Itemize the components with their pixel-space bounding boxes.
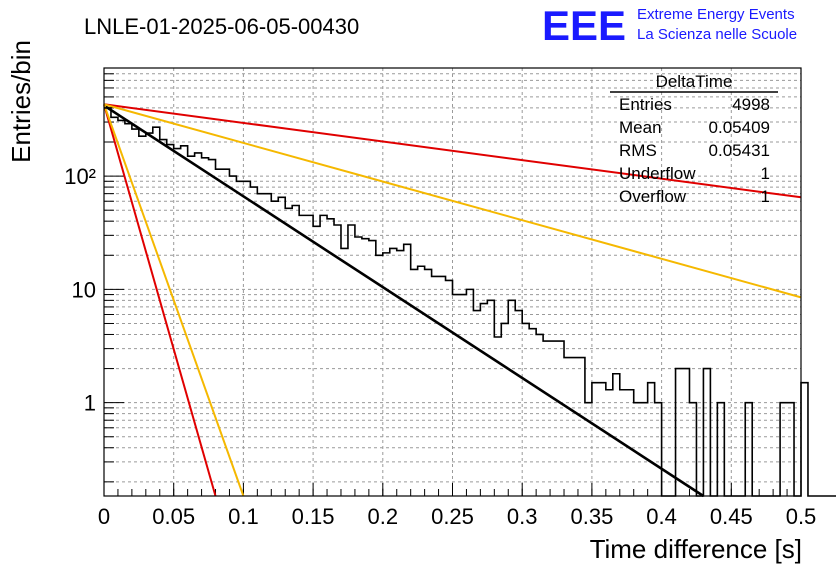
stats-label: Overflow	[619, 187, 687, 206]
logo-mark: EEE	[542, 2, 626, 49]
y-tick-label: 10	[72, 277, 96, 302]
logo-line-2: La Scienza nelle Scuole	[637, 26, 797, 43]
x-tick-label: 0.25	[431, 504, 474, 529]
stats-value: 4998	[732, 95, 770, 114]
plot-frame	[103, 67, 802, 497]
reference-line	[103, 103, 802, 299]
x-tick-label: 0.15	[292, 504, 335, 529]
x-tick-label: 0.3	[507, 504, 538, 529]
reference-line	[103, 103, 802, 199]
x-tick-label: 0.35	[570, 504, 613, 529]
x-tick-label: 0.45	[710, 504, 753, 529]
stats-box: DeltaTime Entries 4998 Mean 0.05409 RMS 0.054…	[610, 72, 778, 206]
x-axis-label: Time difference [s]	[590, 534, 802, 564]
y-ticks: 1 10 10²	[64, 67, 124, 483]
y-tick-label: 1	[84, 391, 96, 416]
stats-label: Mean	[619, 118, 662, 137]
logo: EEE Extreme Energy Events La Scienza nel…	[542, 2, 797, 49]
stats-title: DeltaTime	[656, 72, 733, 91]
x-tick-label: 0.5	[786, 504, 817, 529]
stats-label: Underflow	[619, 164, 696, 183]
x-tick-label: 0.05	[152, 504, 195, 529]
x-tick-label: 0.4	[646, 504, 677, 529]
y-tick-label: 10²	[64, 164, 96, 189]
x-tick-label: 0.2	[368, 504, 399, 529]
stats-label: Entries	[619, 95, 672, 114]
reference-line	[103, 103, 245, 497]
stats-value: 1	[761, 187, 770, 206]
stats-value: 1	[761, 164, 770, 183]
histogram	[104, 107, 836, 497]
x-tick-label: 0.1	[228, 504, 259, 529]
histogram-step	[104, 107, 836, 497]
series-lines	[103, 103, 802, 498]
stats-value: 0.05409	[709, 118, 770, 137]
x-ticks: 0 0.05 0.1 0.15 0.2 0.25 0.3 0.35 0.4 0.45 0.5	[98, 483, 816, 529]
stats-label: RMS	[619, 141, 657, 160]
fit-line	[103, 104, 705, 498]
stats-rows: Entries 4998 Mean 0.05409 RMS 0.05431 Underflo…	[619, 95, 770, 206]
reference-line	[103, 104, 217, 497]
logo-line-1: Extreme Energy Events	[637, 6, 795, 23]
x-tick-label: 0	[98, 504, 110, 529]
stats-value: 0.05431	[709, 141, 770, 160]
chart-title: LNLE-01-2025-06-05-00430	[84, 14, 359, 39]
y-axis-label: Entries/bin	[6, 40, 36, 163]
